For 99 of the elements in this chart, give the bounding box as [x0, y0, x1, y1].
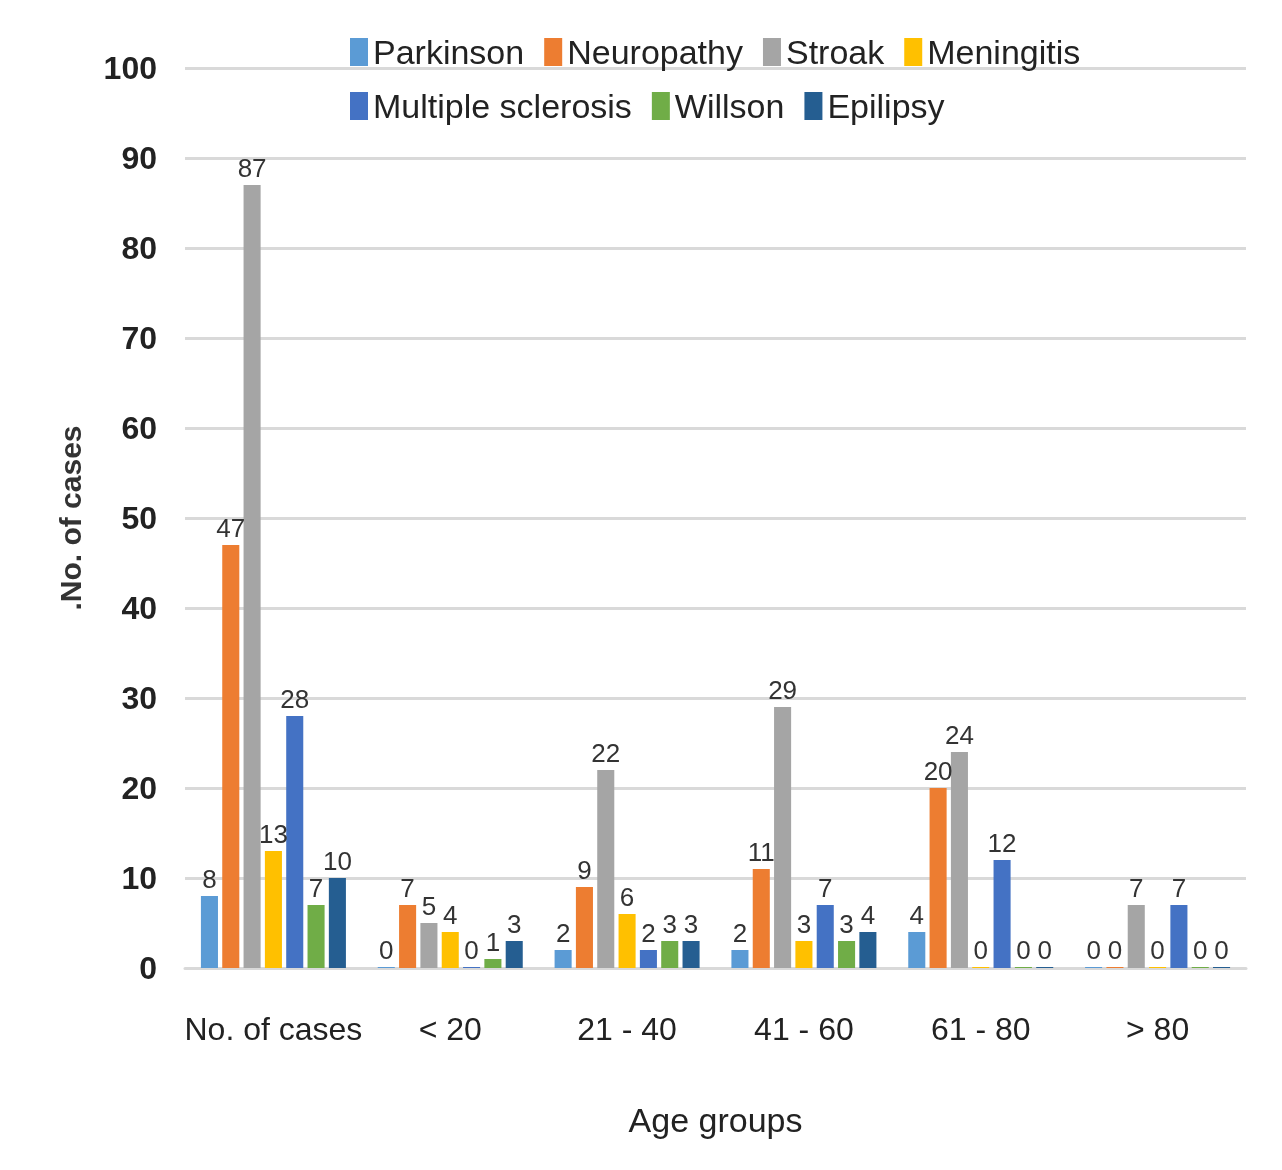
y-tick-label: 40 — [121, 590, 157, 626]
x-tick-label: 21 - 40 — [577, 1011, 677, 1047]
bar — [908, 932, 926, 968]
bar — [399, 905, 417, 968]
legend-label: Willson — [674, 87, 785, 125]
bar — [752, 869, 770, 968]
data-label: 7 — [1171, 873, 1187, 903]
y-tick-label: 0 — [139, 950, 157, 986]
bar — [774, 707, 792, 968]
bar — [838, 941, 856, 968]
data-label: 0 — [464, 935, 479, 965]
data-label: 29 — [768, 675, 798, 705]
data-label: 87 — [237, 153, 267, 183]
data-label: 22 — [591, 738, 621, 768]
x-tick-label: > 80 — [1126, 1011, 1190, 1047]
bar — [682, 941, 700, 968]
x-tick-label: < 20 — [418, 1011, 482, 1047]
bar — [816, 905, 834, 968]
bar — [639, 950, 657, 968]
bar — [661, 941, 679, 968]
y-tick-label: 100 — [103, 50, 157, 86]
x-axis-title: Age groups — [628, 1101, 803, 1139]
legend-label: Multiple sclerosis — [373, 87, 632, 125]
data-label: 3 — [506, 909, 522, 939]
bar — [1127, 905, 1145, 968]
bar — [286, 716, 304, 968]
bar — [597, 770, 615, 968]
data-label: 28 — [280, 684, 310, 714]
data-label: 7 — [1129, 873, 1144, 903]
bar — [731, 950, 749, 968]
data-label: 9 — [577, 855, 592, 885]
data-label: 20 — [923, 756, 953, 786]
legend-label: Neuropathy — [567, 33, 743, 71]
bar — [328, 878, 346, 968]
bar — [575, 887, 593, 968]
data-label: 4 — [443, 900, 458, 930]
data-label: 12 — [987, 828, 1017, 858]
bar — [243, 185, 261, 968]
y-tick-label: 50 — [121, 500, 157, 536]
data-label: 2 — [641, 918, 656, 948]
data-label: 0 — [1107, 935, 1123, 965]
bar — [222, 545, 240, 968]
data-label: 8 — [202, 864, 217, 894]
bar — [1170, 905, 1188, 968]
data-label: 47 — [216, 513, 246, 543]
data-label: 1 — [485, 927, 501, 957]
data-label: 0 — [1016, 935, 1031, 965]
bar — [993, 860, 1011, 968]
data-label: 10 — [322, 846, 352, 876]
data-label: 4 — [909, 900, 925, 930]
data-label: 24 — [944, 720, 974, 750]
bar — [420, 923, 438, 968]
legend-label: Parkinson — [373, 33, 525, 71]
data-label: 0 — [1214, 935, 1229, 965]
bar — [950, 752, 968, 968]
legend-label: Stroak — [785, 33, 886, 71]
data-label: 0 — [1037, 935, 1052, 965]
data-label: 0 — [1150, 935, 1165, 965]
bar — [859, 932, 877, 968]
y-tick-label: 90 — [121, 140, 157, 176]
y-tick-label: 20 — [121, 770, 157, 806]
data-label: 7 — [400, 873, 415, 903]
x-tick-label: No. of cases — [184, 1011, 363, 1047]
bar — [554, 950, 572, 968]
data-label: 4 — [860, 900, 876, 930]
data-label: 3 — [796, 909, 812, 939]
legend-label: Epilipsy — [827, 87, 945, 125]
bar — [484, 959, 502, 968]
data-label: 0 — [973, 935, 988, 965]
data-label: 6 — [619, 882, 635, 912]
y-tick-label: 70 — [121, 320, 157, 356]
data-label: 7 — [818, 873, 833, 903]
data-label: 7 — [308, 873, 324, 903]
data-label: 0 — [379, 935, 394, 965]
bar — [618, 914, 636, 968]
y-tick-label: 30 — [121, 680, 157, 716]
legend-label: Meningitis — [927, 33, 1081, 71]
y-axis-title: .No. of cases — [53, 425, 87, 611]
x-tick-label: 61 - 80 — [930, 1011, 1031, 1047]
data-label: 5 — [421, 891, 437, 921]
bar — [505, 941, 523, 968]
bar — [795, 941, 813, 968]
x-tick-label: 41 - 60 — [754, 1011, 854, 1047]
y-tick-label: 10 — [121, 860, 157, 896]
bar — [929, 788, 947, 968]
data-label: 0 — [1086, 935, 1101, 965]
data-label: 11 — [747, 837, 775, 867]
data-label: 2 — [555, 918, 571, 948]
data-label: 3 — [662, 909, 677, 939]
data-label: 3 — [839, 909, 854, 939]
data-label: 2 — [732, 918, 748, 948]
y-tick-label: 80 — [121, 230, 157, 266]
bar — [264, 851, 282, 968]
data-label: 0 — [1193, 935, 1208, 965]
data-label: 3 — [683, 909, 699, 939]
bar — [200, 896, 218, 968]
bar — [307, 905, 325, 968]
bar — [441, 932, 459, 968]
y-tick-label: 60 — [121, 410, 157, 446]
